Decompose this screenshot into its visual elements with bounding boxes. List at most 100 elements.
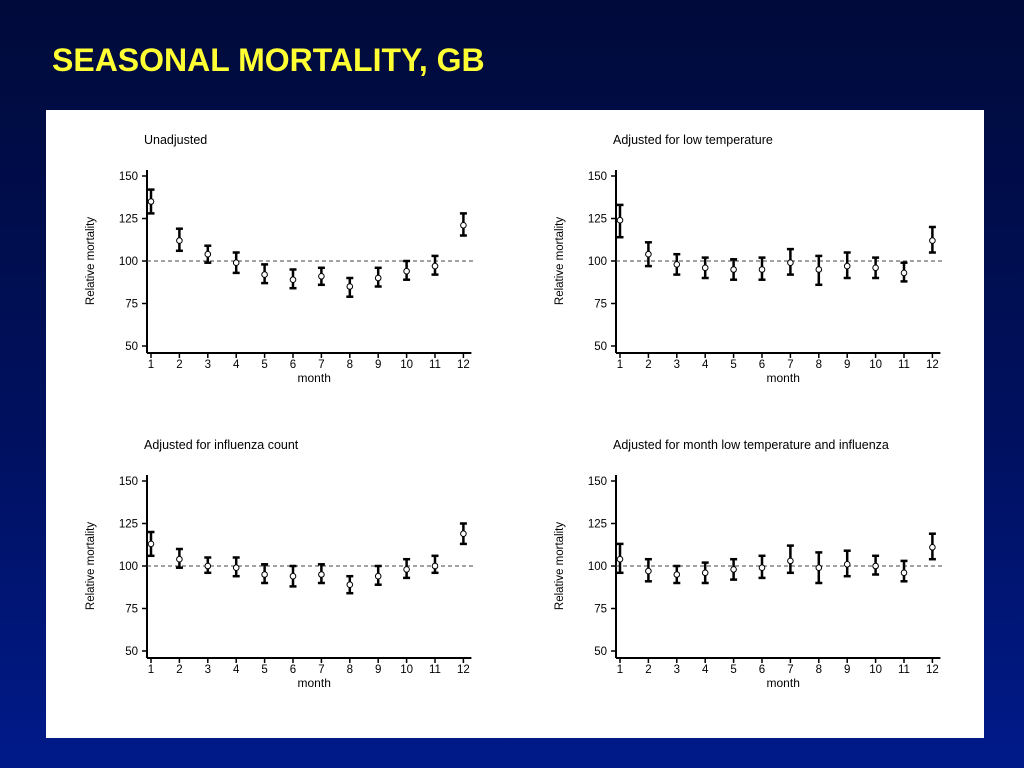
data-point [460, 530, 467, 537]
data-point [318, 273, 325, 280]
error-bar-month-3 [204, 556, 212, 575]
chart-panel-4: Adjusted for month low temperature and i… [554, 438, 945, 690]
data-point [815, 564, 823, 571]
x-tick-label: 10 [400, 664, 413, 676]
error-bar-month-4 [701, 561, 709, 585]
x-tick-label: 2 [645, 359, 651, 371]
x-tick-label: 11 [429, 664, 441, 676]
data-point [289, 572, 297, 580]
x-tick-label: 7 [318, 359, 324, 371]
x-tick-label: 2 [176, 664, 182, 676]
y-tick-label: 150 [119, 476, 138, 488]
error-bar-month-5 [261, 563, 269, 585]
data-point [758, 266, 766, 273]
x-tick-label: 6 [759, 664, 765, 676]
y-tick-label: 125 [588, 214, 607, 226]
data-point [204, 250, 212, 258]
data-point [147, 540, 155, 548]
error-bar-month-6 [758, 256, 766, 281]
slide-title: SEASONAL MORTALITY, GB [52, 42, 485, 78]
y-tick-label: 50 [594, 341, 607, 353]
error-bar-month-1 [616, 542, 624, 575]
x-tick-label: 11 [429, 359, 441, 371]
error-bar-month-7 [786, 544, 794, 575]
chart-panel-area: Unadjusted 50 75 100 125 150 1 2 3 4 5 6 7 8 9 10 11 12 mo… [46, 110, 984, 738]
x-tick-label: 3 [674, 359, 680, 371]
y-tick-label: 125 [588, 519, 607, 531]
x-tick-label: 9 [375, 359, 381, 371]
error-bar-month-4 [232, 251, 240, 275]
y-tick-label: 150 [119, 171, 138, 183]
error-bar-month-11 [431, 254, 439, 276]
data-point [900, 569, 908, 577]
chart-title: Unadjusted [144, 133, 207, 147]
x-tick-label: 11 [898, 359, 910, 371]
error-bar-month-9 [843, 549, 851, 578]
x-tick-label: 7 [318, 664, 324, 676]
data-point [374, 274, 382, 282]
data-point [431, 262, 439, 270]
data-point [261, 271, 268, 278]
data-point [872, 264, 879, 272]
data-point [645, 250, 652, 258]
error-bar-month-10 [403, 259, 411, 281]
x-tick-label: 8 [816, 664, 822, 676]
error-bar-month-11 [900, 261, 908, 283]
error-bar-month-9 [843, 251, 851, 280]
x-tick-label: 2 [645, 664, 651, 676]
error-bar-month-1 [147, 530, 155, 558]
error-bar-month-11 [900, 559, 908, 583]
x-tick-label: 5 [730, 664, 736, 676]
chart-panel-2: Adjusted for low temperature507510012515… [554, 133, 945, 385]
y-axis-label: Relative mortality [85, 217, 97, 305]
data-point [204, 562, 212, 570]
x-tick-label: 12 [457, 359, 470, 371]
y-tick-label: 150 [588, 476, 607, 488]
x-tick-label: 9 [844, 359, 850, 371]
data-point [929, 544, 936, 551]
error-bar-month-12 [459, 212, 467, 237]
y-tick-label: 100 [119, 561, 138, 573]
data-point [787, 557, 794, 565]
error-bar-month-4 [701, 256, 709, 280]
chart-title: Adjusted for influenza count [144, 438, 299, 452]
data-point [431, 562, 439, 570]
x-tick-label: 9 [375, 664, 381, 676]
chart-panel-3: Adjusted for influenza count507510012515… [85, 438, 476, 690]
y-tick-label: 150 [588, 171, 607, 183]
y-axis-label: Relative mortality [554, 217, 566, 305]
error-bar-month-3 [204, 244, 212, 264]
x-tick-label: 12 [926, 359, 939, 371]
data-point [403, 267, 410, 275]
data-point [261, 571, 268, 578]
data-point [374, 572, 382, 580]
data-point [758, 564, 766, 571]
x-tick-label: 1 [617, 359, 623, 371]
x-tick-label: 6 [290, 359, 296, 371]
x-tick-label: 5 [730, 359, 736, 371]
y-tick-label: 50 [125, 646, 138, 658]
data-point [176, 555, 183, 563]
error-bar-month-5 [261, 263, 269, 285]
error-bar-month-10 [403, 557, 411, 580]
error-bar-month-6 [758, 554, 766, 580]
chart-title: Adjusted for low temperature [613, 133, 773, 147]
x-tick-label: 2 [176, 359, 182, 371]
x-tick-label: 4 [233, 664, 240, 676]
error-bar-month-3 [673, 252, 681, 276]
data-point [815, 266, 823, 273]
y-tick-label: 75 [125, 604, 138, 616]
x-tick-label: 10 [869, 359, 882, 371]
x-tick-label: 1 [148, 664, 154, 676]
error-bar-month-12 [928, 225, 936, 254]
error-bar-month-9 [374, 564, 382, 586]
y-tick-label: 75 [594, 604, 607, 616]
x-tick-label: 11 [898, 664, 910, 676]
y-tick-label: 50 [125, 341, 138, 353]
x-tick-label: 10 [869, 664, 882, 676]
data-point [346, 581, 354, 588]
error-bar-month-10 [872, 256, 880, 280]
data-point [176, 237, 183, 244]
x-tick-label: 8 [347, 664, 353, 676]
